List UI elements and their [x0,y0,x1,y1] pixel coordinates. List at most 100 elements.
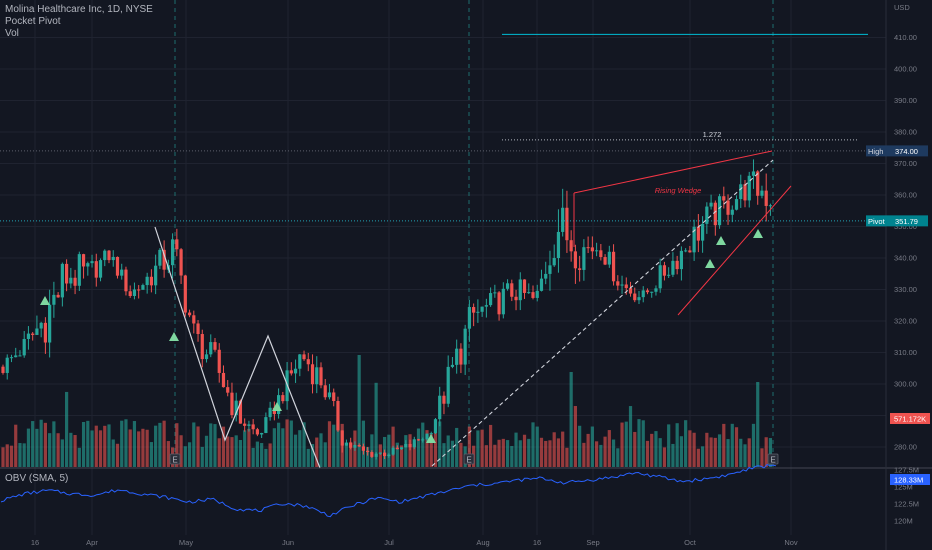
volume-bar [154,425,158,467]
candle-body [86,263,90,267]
volume-bar [709,437,713,467]
volume-bar [556,438,561,467]
candle-body [768,205,773,207]
volume-bar [149,442,153,467]
candle-body [387,454,391,457]
volume-bar [514,432,518,467]
candle-body [141,285,145,290]
x-tick-label: Jul [384,538,394,547]
volume-bar [548,440,552,467]
volume-bar [565,447,569,467]
volume-bar [552,432,556,467]
volume-bar [586,433,590,467]
trend-line [431,159,774,467]
volume-bar [450,440,455,467]
candle-body [115,256,120,276]
volume-bar [595,441,599,467]
candle-body [603,257,607,265]
candle-body [260,433,264,435]
candle-body [747,175,751,201]
volume-bar [332,424,336,467]
candle-body [522,279,527,293]
obv-legend: OBV (SMA, 5) [5,473,69,484]
volume-bar [344,442,349,467]
candle-body [128,291,132,297]
volume-bar [459,442,463,467]
high-tag-box [866,145,892,157]
candle-body [107,250,111,261]
volume-bar [137,431,141,467]
candle-body [39,322,43,329]
volume-bar [14,424,18,467]
volume-bar [298,430,302,467]
candle-body [162,249,166,270]
candle-body [226,387,230,393]
volume-bar [611,439,616,467]
volume-bar [429,434,433,467]
candle-body [65,263,69,284]
volume-bar [544,440,548,467]
volume-bar [26,428,31,467]
volume-bar [366,447,370,467]
volume-bar [717,434,722,467]
candle-body [344,442,349,446]
volume-bar [310,444,315,467]
volume-bar [650,433,654,467]
candle-body [620,284,624,286]
volume-bar [357,355,361,467]
candle-body [145,276,149,286]
candle-body [31,333,35,335]
volume-bar [65,391,69,467]
candle-body [158,249,162,266]
candle-body [713,202,717,226]
candle-body [717,196,722,226]
volume-bar [395,442,399,467]
earnings-marker [463,453,475,465]
candle-body [578,268,582,270]
y-tick-label: 390.00 [894,96,917,105]
candle-body [756,171,760,196]
candle-body [18,355,22,357]
candle-body [582,247,586,270]
candle-body [667,274,671,276]
volume-bar [141,428,145,467]
candle-body [327,392,332,398]
candle-body [154,265,158,286]
volume-bar [535,426,539,467]
candle-body [611,251,616,282]
candle-body [489,293,493,306]
candle-body [35,328,39,335]
pocket-pivot-marker [169,332,179,341]
volume-bar [404,435,408,467]
volume-bar [209,423,213,467]
volume-bar [671,443,675,467]
volume-bar [183,446,187,467]
candle-body [467,307,471,329]
candle-body [624,284,628,289]
volume-bar [56,433,60,467]
candle-body [98,260,103,278]
volume-bar [43,422,47,467]
volume-bar [22,443,26,467]
volume-bar [620,422,624,467]
earnings-label: E [770,456,775,465]
currency-label: USD [894,3,910,12]
volume-bar [289,420,293,467]
volume-bar [103,425,107,467]
volume-bar [480,429,484,467]
candle-body [90,261,94,264]
x-tick-label: Sep [586,538,599,547]
volume-bar [505,440,510,467]
volume-bar [662,447,667,467]
volume-bar [760,448,764,467]
earnings-label: E [172,456,177,465]
pocket-pivot-marker [753,229,763,238]
x-tick-label: Oct [684,538,697,547]
candle-body [234,400,238,416]
candle-body [281,395,285,402]
candle-body [22,338,26,356]
candle-body [43,322,47,343]
volume-bar [349,441,353,467]
candle-body [535,290,539,298]
